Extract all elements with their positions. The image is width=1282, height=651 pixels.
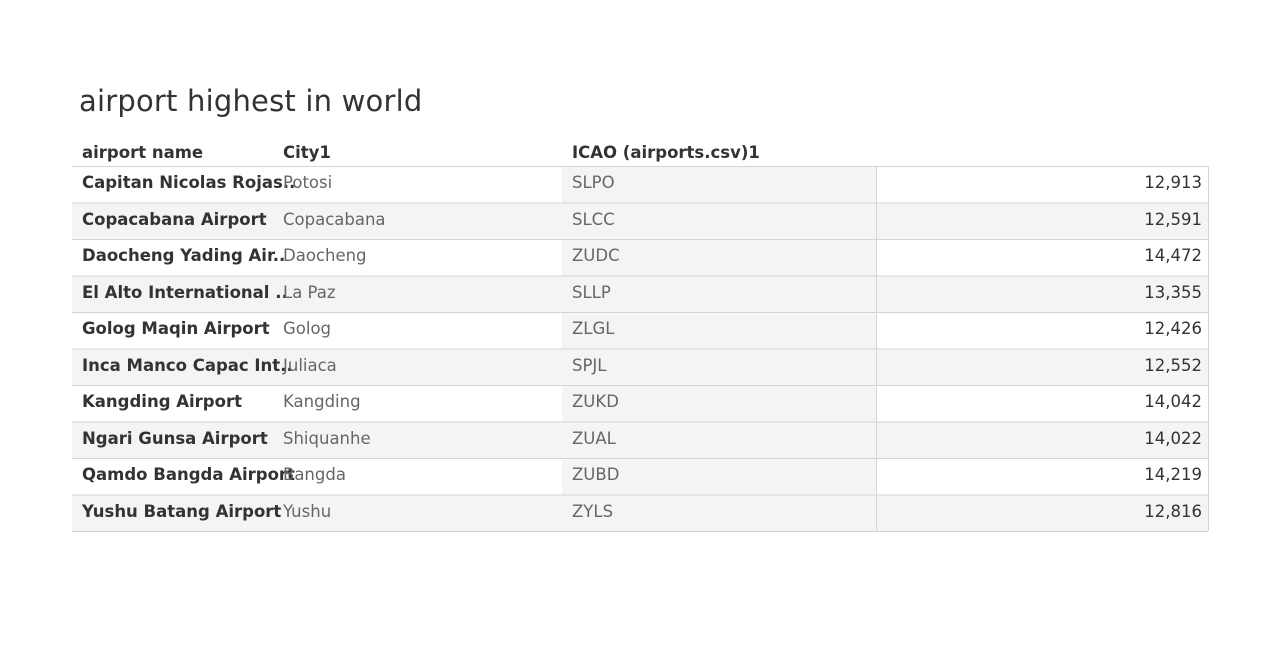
icao-cell: ZLGL	[572, 319, 615, 339]
airport-name-cell: Copacabana Airport	[82, 209, 267, 229]
airport-name-cell: Daocheng Yading Air..	[82, 246, 286, 266]
value-cell: 14,219	[1144, 465, 1202, 485]
airport-name-cell: Inca Manco Capac Int..	[82, 355, 293, 375]
row-band	[72, 202, 562, 239]
city-cell: Bangda	[283, 465, 346, 485]
header-icao[interactable]: ICAO (airports.csv)1	[572, 143, 760, 162]
icao-cell: SLCC	[572, 209, 615, 229]
airport-name-cell: Kangding Airport	[82, 392, 242, 412]
icao-column-band	[562, 458, 876, 495]
airport-name-cell: El Alto International ..	[82, 282, 288, 302]
icao-cell: SLLP	[572, 282, 611, 302]
city-cell: Kangding	[283, 392, 361, 412]
value-cell: 14,472	[1144, 246, 1202, 266]
icao-column-band	[562, 421, 876, 458]
airport-name-cell: Ngari Gunsa Airport	[82, 428, 268, 448]
airport-name-cell: Golog Maqin Airport	[82, 319, 270, 339]
row-band	[876, 494, 1208, 531]
icao-cell: ZUDC	[572, 246, 620, 266]
value-cell: 12,426	[1144, 319, 1202, 339]
icao-column-band	[562, 385, 876, 422]
value-cell: 13,355	[1144, 282, 1202, 302]
icao-column-band	[562, 348, 876, 385]
icao-cell: SPJL	[572, 355, 607, 375]
row-band	[72, 421, 562, 458]
row-band	[876, 275, 1208, 312]
icao-column-band	[562, 494, 876, 531]
city-cell: La Paz	[283, 282, 336, 302]
icao-column-band	[562, 275, 876, 312]
icao-cell: ZUBD	[572, 465, 620, 485]
airport-name-cell: Qamdo Bangda Airport	[82, 465, 295, 485]
city-cell: Daocheng	[283, 246, 367, 266]
city-cell: Yushu	[283, 501, 332, 521]
icao-cell: ZUAL	[572, 428, 616, 448]
value-cell: 14,042	[1144, 392, 1202, 412]
row-band	[72, 348, 562, 385]
icao-cell: ZYLS	[572, 501, 614, 521]
icao-column-band	[562, 239, 876, 276]
airport-name-cell: Capitan Nicolas Rojas..	[82, 173, 296, 193]
city-cell: Juliaca	[283, 355, 337, 375]
value-cell: 12,913	[1144, 173, 1202, 193]
header-city[interactable]: City1	[283, 143, 331, 162]
airport-name-cell: Yushu Batang Airport	[82, 501, 282, 521]
city-cell: Potosi	[283, 173, 333, 193]
row-band	[876, 348, 1208, 385]
city-cell: Shiquanhe	[283, 428, 371, 448]
row-band	[876, 421, 1208, 458]
row-band	[72, 275, 562, 312]
page-title: airport highest in world	[79, 84, 423, 118]
row-band	[72, 494, 562, 531]
icao-column-band	[562, 166, 876, 203]
city-cell: Golog	[283, 319, 332, 339]
icao-cell: SLPO	[572, 173, 615, 193]
value-cell: 12,591	[1144, 209, 1202, 229]
row-band	[876, 202, 1208, 239]
value-cell: 12,816	[1144, 501, 1202, 521]
value-cell: 14,022	[1144, 428, 1202, 448]
icao-column-band	[562, 312, 876, 349]
value-cell: 12,552	[1144, 355, 1202, 375]
icao-column-band	[562, 202, 876, 239]
header-airport-name[interactable]: airport name	[82, 143, 204, 162]
city-cell: Copacabana	[283, 209, 386, 229]
icao-cell: ZUKD	[572, 392, 619, 412]
